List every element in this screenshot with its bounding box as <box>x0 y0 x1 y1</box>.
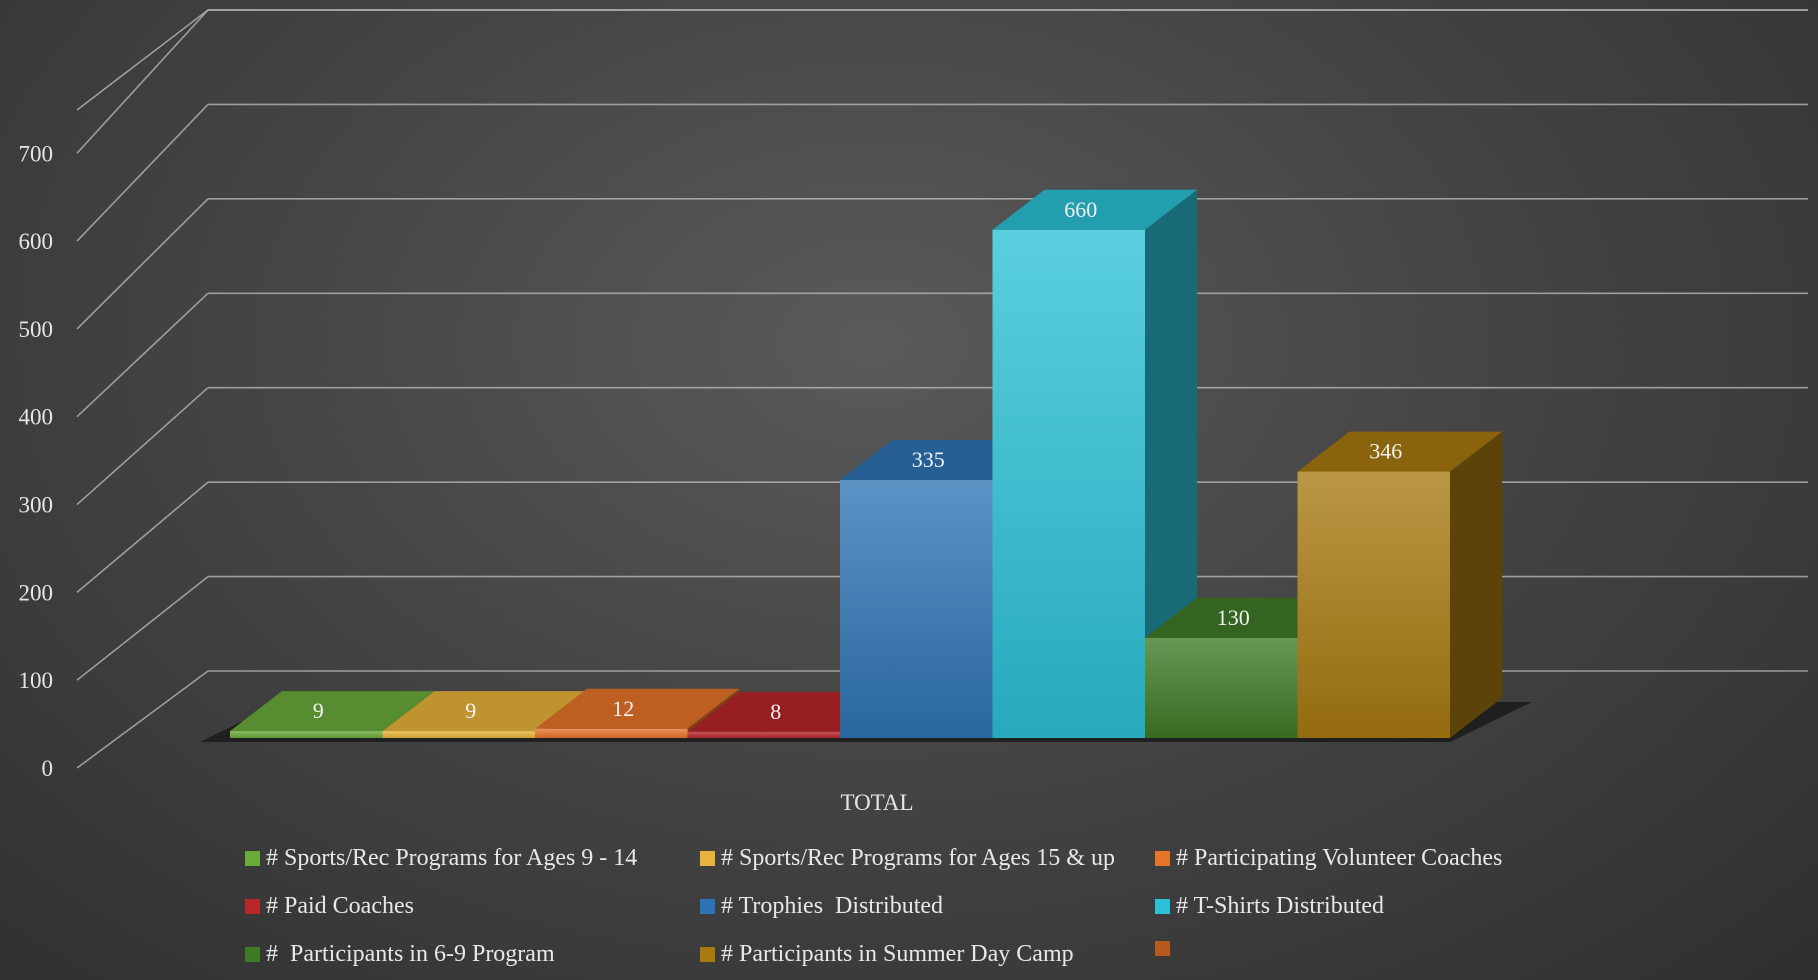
y-tick-label: 100 <box>19 668 54 693</box>
data-label: 9 <box>465 698 476 723</box>
y-tick-label: 300 <box>19 493 54 518</box>
data-label: 130 <box>1217 605 1250 630</box>
bar-top <box>382 691 587 732</box>
gridline-side <box>76 198 209 330</box>
legend-swatch <box>1155 899 1170 914</box>
y-tick-label: 700 <box>19 141 54 166</box>
legend-label: # Trophies Distributed <box>721 893 944 919</box>
legend-swatch <box>700 899 715 914</box>
legend-item: # Trophies Distributed <box>700 893 943 920</box>
bar <box>687 731 840 738</box>
legend-item: # Sports/Rec Programs for Ages 9 - 14 <box>245 845 637 872</box>
legend-item: # Participating Volunteer Coaches <box>1155 845 1502 872</box>
bar-top <box>230 691 435 732</box>
data-label: 346 <box>1369 439 1402 464</box>
legend-swatch <box>1155 941 1170 956</box>
bar-top <box>992 189 1197 230</box>
legend-item: # Participants in 6-9 Program <box>245 941 555 968</box>
gridline-side <box>76 103 209 242</box>
y-tick-label: 400 <box>19 405 54 430</box>
bar-side <box>1450 431 1502 738</box>
bar <box>382 731 535 738</box>
y-tick-label: 500 <box>19 317 54 342</box>
gridline-side <box>76 387 209 506</box>
legend-label: # Participating Volunteer Coaches <box>1176 845 1503 871</box>
legend-swatch <box>1155 851 1170 866</box>
legend-item: # Paid Coaches <box>245 893 414 920</box>
bar <box>535 728 688 738</box>
bar <box>840 480 993 738</box>
legend-swatch <box>700 947 715 962</box>
data-label: 335 <box>912 447 945 472</box>
data-label: 660 <box>1064 197 1097 222</box>
y-tick-label: 600 <box>19 229 54 254</box>
gridline-side <box>76 9 209 111</box>
bar-top <box>1297 431 1502 472</box>
y-tick-label: 200 <box>19 580 54 605</box>
y-tick-label: 0 <box>42 756 54 781</box>
legend-item: # T-Shirts Distributed <box>1155 893 1384 920</box>
legend-label: # Participants in Summer Day Camp <box>721 941 1074 967</box>
legend-item <box>1155 941 1176 956</box>
legend-label: # Sports/Rec Programs for Ages 15 & up <box>721 845 1115 871</box>
bar <box>230 731 383 738</box>
x-category-label: TOTAL <box>840 790 913 815</box>
legend-item: # Sports/Rec Programs for Ages 15 & up <box>700 845 1115 872</box>
legend-item: # Participants in Summer Day Camp <box>700 941 1074 968</box>
gridline-side <box>76 292 209 418</box>
bar <box>1145 637 1298 738</box>
gridline-side <box>76 670 209 769</box>
data-label: 12 <box>612 696 634 721</box>
legend-swatch <box>700 851 715 866</box>
legend-label: # Paid Coaches <box>266 893 414 919</box>
gridline-side <box>76 575 209 681</box>
bar <box>1297 471 1450 738</box>
gridline-side <box>76 9 209 154</box>
legend-swatch <box>245 899 260 914</box>
data-label: 9 <box>313 698 324 723</box>
legend-swatch <box>245 851 260 866</box>
legend-label: # T-Shirts Distributed <box>1176 893 1385 919</box>
bar-side <box>1145 189 1197 739</box>
bar <box>992 229 1145 739</box>
gridline-side <box>76 481 209 593</box>
legend-swatch <box>245 947 260 962</box>
legend-label: # Participants in 6-9 Program <box>266 941 555 967</box>
bar-top <box>535 688 740 729</box>
data-label: 8 <box>770 699 781 724</box>
legend-label: # Sports/Rec Programs for Ages 9 - 14 <box>266 845 638 871</box>
